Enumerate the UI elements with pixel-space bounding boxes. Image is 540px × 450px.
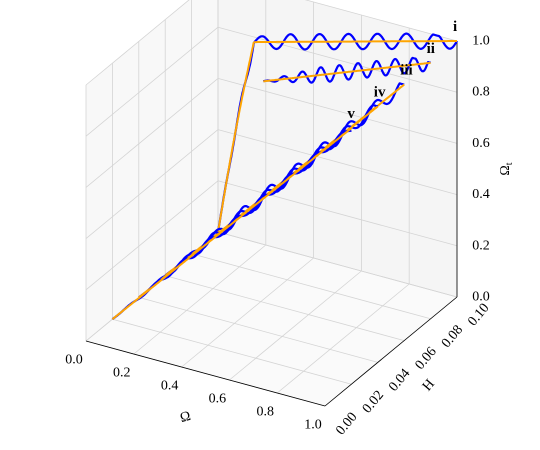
grid-z-left-3 [85,78,219,188]
z-tick-label-5: 1.0 [472,34,490,49]
series-ii [262,56,432,84]
series-label-iv: iv [374,84,386,100]
series-label-ii: ii [427,41,435,57]
grid-y-floor-1 [112,318,352,385]
x-tick-label-3: 0.6 [209,392,227,407]
grid-z-left-1 [85,180,219,291]
grid-y-floor-2 [138,297,378,363]
grid-y-floor-3 [165,275,405,341]
y-axis-label: H [420,377,438,394]
z-axis-label: Ωt [498,162,515,175]
grid-z-back-1 [217,180,458,247]
series-v-fit [111,127,353,320]
grid-y-floor-4 [191,253,431,320]
grid-z-back-0 [217,231,458,298]
x-axis-label: Ω [179,409,193,426]
grid-z-left-4 [85,26,219,137]
x-tick-label-0: 0.0 [65,353,83,368]
axis-lines [85,41,458,407]
series-ii-fit [262,61,431,83]
y-tick-label-5: 0.10 [465,301,492,329]
series-label-v: v [347,106,355,122]
grid-x-floor-1 [133,244,267,355]
y-tick-label-4: 0.08 [439,323,466,351]
grid-z-back-2 [217,129,458,195]
pane-left [86,0,218,341]
series-ii-numerical [262,56,432,84]
y-tick-label-2: 0.04 [386,366,413,394]
x-tick-label-5: 1.0 [304,418,322,433]
y-tick-label-1: 0.02 [360,388,387,416]
grid-z-back-5 [304,0,458,42]
grid-x-floor-3 [229,270,362,381]
z-tick-label-2: 0.4 [472,187,490,202]
grid-x-floor-2 [181,257,314,368]
pane-floor [86,232,457,406]
y-tick-label-3: 0.06 [413,344,440,372]
pane-back [218,0,457,297]
series-i [216,32,458,233]
x-tick-label-4: 0.8 [256,405,274,420]
x-axis-line [85,340,326,407]
x-tick-label-1: 0.2 [113,366,131,381]
series-label-i: i [453,19,457,35]
series-label-iii: iii [400,63,413,79]
y-axis-line [324,296,458,407]
z-tick-label-1: 0.2 [472,238,490,253]
y-tick-label-0: 0.00 [333,410,360,438]
grid-z-left-5 [85,0,190,86]
z-tick-label-4: 0.8 [472,85,490,100]
series-v [111,127,353,321]
z-tick-label-3: 0.6 [472,136,490,151]
series-i-fit [217,40,457,233]
data-series [111,32,458,321]
x-tick-label-2: 0.4 [161,379,179,394]
axis-panes [86,0,457,406]
grid-x-floor-4 [276,283,410,394]
grid-z-back-3 [217,78,458,144]
z-tick-label-0: 0.0 [472,290,490,305]
grid-z-left-2 [85,129,219,239]
